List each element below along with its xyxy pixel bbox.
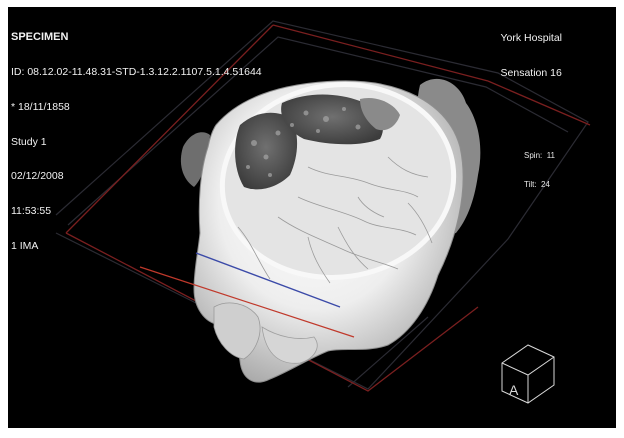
spin-label: Spin: <box>524 151 543 160</box>
patient-info-overlay: SPECIMEN ID: 08.12.02-11.48.31-STD-1.3.1… <box>11 9 262 276</box>
skull-interior-texture <box>237 156 433 284</box>
birth-date: * 18/11/1858 <box>11 100 70 113</box>
brain-remnant-top <box>281 94 384 145</box>
study-date: 02/12/2008 <box>11 170 64 183</box>
tilt-readout: Tilt: 24 <box>524 180 555 190</box>
study-time: 11:53:55 <box>11 205 52 218</box>
tilt-value: 24 <box>541 179 550 189</box>
scanner-name: Sensation 16 <box>500 66 562 79</box>
spin-readout: Spin: 11 <box>524 151 555 161</box>
orientation-cube <box>501 344 555 404</box>
institution-overlay: York Hospital Sensation 16 <box>501 10 562 103</box>
specimen-label: SPECIMEN <box>11 31 69 44</box>
orientation-cube-label: A <box>509 382 519 398</box>
bounding-box-red-edge <box>65 24 591 392</box>
section-plane-blue <box>195 252 341 308</box>
tilt-label: Tilt: <box>524 179 537 189</box>
section-plane-red <box>139 266 355 338</box>
brain-texture <box>246 107 361 177</box>
orientation-readout: Spin: 11 Tilt: 24 <box>524 132 555 208</box>
spin-value: 11 <box>546 151 555 160</box>
brain-remnant-left <box>235 112 298 190</box>
study-label: Study 1 <box>11 135 47 148</box>
study-id: ID: 08.12.02-11.48.31-STD-1.3.12.2.1107.… <box>11 65 262 78</box>
image-label: 1 IMA <box>11 239 39 252</box>
institution-name: York Hospital <box>500 32 562 45</box>
3d-render-viewport[interactable]: A SPECIMEN ID: 08.12.02-11.48.31-STD-1.3… <box>8 7 616 428</box>
orbit-cavity <box>213 302 261 360</box>
volume-bounding-box <box>55 20 589 390</box>
skull-volume-render: A <box>55 20 591 404</box>
